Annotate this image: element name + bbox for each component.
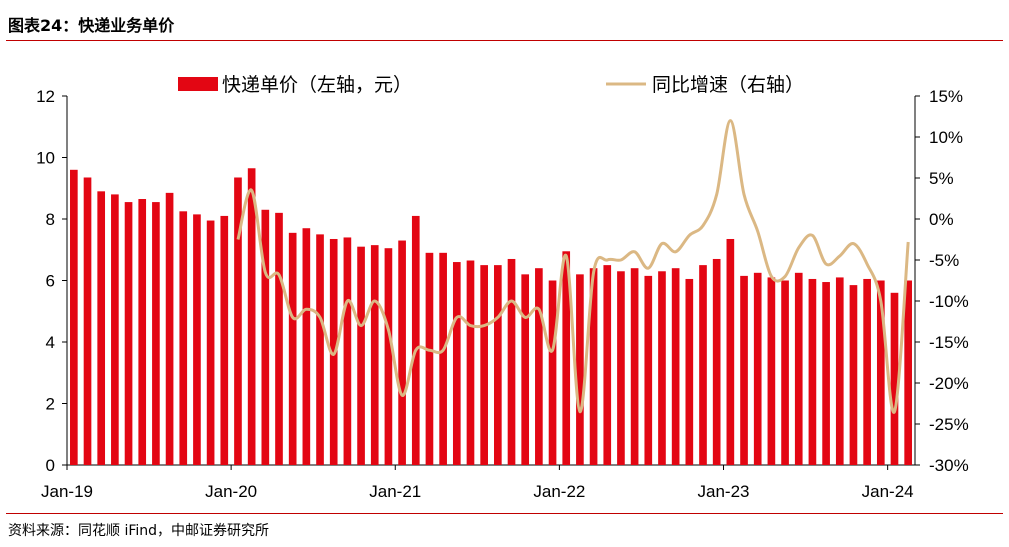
x-tick-label: Jan-21: [369, 482, 421, 501]
bar: [753, 272, 762, 465]
right-tick-label: 5%: [929, 169, 954, 188]
figure-header: 图表24：快递业务单价: [0, 0, 1009, 44]
bar: [425, 252, 434, 465]
bar: [384, 248, 393, 465]
bar: [398, 240, 406, 465]
bar: [835, 277, 844, 465]
bar: [83, 177, 92, 466]
bar: [275, 212, 283, 465]
bar: [617, 271, 625, 465]
bar: [111, 194, 119, 465]
bar: [247, 168, 256, 465]
bar: [576, 274, 584, 465]
figure-title: 图表24：快递业务单价: [8, 16, 175, 35]
bar: [849, 285, 858, 465]
right-tick-label: -15%: [929, 333, 969, 352]
bar: [876, 280, 885, 465]
bar: [767, 277, 776, 465]
bar: [890, 292, 899, 465]
bar: [316, 234, 324, 465]
right-tick-label: -5%: [929, 251, 959, 270]
bar: [699, 265, 707, 465]
bar: [808, 278, 817, 465]
header-divider: [6, 40, 1003, 41]
left-tick-label: 8: [46, 210, 55, 229]
bar: [179, 211, 188, 465]
bar: [589, 268, 598, 465]
bar: [357, 246, 365, 465]
bar: [548, 280, 557, 465]
bar: [685, 278, 694, 465]
bar: [343, 237, 352, 465]
x-tick-label: Jan-20: [205, 482, 257, 501]
bar: [630, 268, 639, 465]
bar: [535, 268, 543, 465]
right-tick-label: -25%: [929, 415, 969, 434]
bar: [740, 275, 748, 465]
bar: [712, 258, 721, 465]
bar: [466, 260, 475, 465]
right-tick-label: 10%: [929, 128, 963, 147]
right-tick-label: -30%: [929, 456, 969, 475]
left-tick-label: 0: [46, 456, 55, 475]
bar: [494, 265, 502, 465]
bar: [411, 215, 420, 465]
bar: [152, 202, 160, 465]
bar: [439, 252, 447, 465]
left-tick-label: 4: [46, 333, 55, 352]
x-tick-label: Jan-19: [41, 482, 93, 501]
bar: [288, 232, 297, 465]
left-tick-label: 10: [36, 149, 55, 168]
left-tick-label: 12: [36, 87, 55, 106]
bar: [480, 265, 488, 465]
bar: [206, 220, 215, 465]
right-tick-label: -10%: [929, 292, 969, 311]
bar: [138, 199, 147, 465]
right-tick-label: -20%: [929, 374, 969, 393]
bar: [794, 272, 803, 465]
x-tick-label: Jan-23: [698, 482, 750, 501]
chart-canvas: 0 2 4 6 8 10 12 -30% -25% -20% -15% -10% -5% 0% 5% 10% 1…: [36, 74, 969, 501]
bar: [302, 228, 311, 465]
source-note: 资料来源：同花顺 iFind，中邮证券研究所: [8, 523, 270, 539]
bar: [193, 214, 201, 465]
bar: [644, 275, 653, 465]
bar: [863, 278, 871, 465]
x-tick-label: Jan-22: [533, 482, 585, 501]
bar: [70, 169, 78, 466]
left-tick-label: 6: [46, 272, 55, 291]
bar: [671, 268, 680, 465]
bar: [370, 245, 379, 465]
bar: [726, 238, 735, 465]
bar: [165, 192, 174, 466]
bar: [603, 265, 612, 465]
legend-label-bar: 快递单价（左轴，元）: [222, 74, 412, 96]
legend-swatch-bar: [178, 77, 218, 91]
left-tick-label: 2: [46, 395, 55, 414]
legend-label-line: 同比增速（右轴）: [652, 74, 804, 96]
bar: [904, 280, 912, 465]
bar: [507, 258, 516, 465]
bar: [562, 251, 571, 465]
bar: [234, 177, 242, 466]
bar: [822, 282, 830, 465]
bar: [261, 209, 270, 465]
bar: [521, 274, 530, 465]
x-tick-label: Jan-24: [862, 482, 914, 501]
right-tick-label: 15%: [929, 87, 963, 106]
bar: [220, 215, 229, 465]
yoy-growth-line: [236, 119, 910, 414]
right-tick-label: 0%: [929, 210, 954, 229]
bar: [97, 191, 106, 465]
bar: [124, 202, 133, 465]
bar: [658, 271, 666, 465]
bar: [781, 280, 789, 465]
footer-divider: [6, 513, 1003, 514]
bar: [452, 262, 461, 465]
